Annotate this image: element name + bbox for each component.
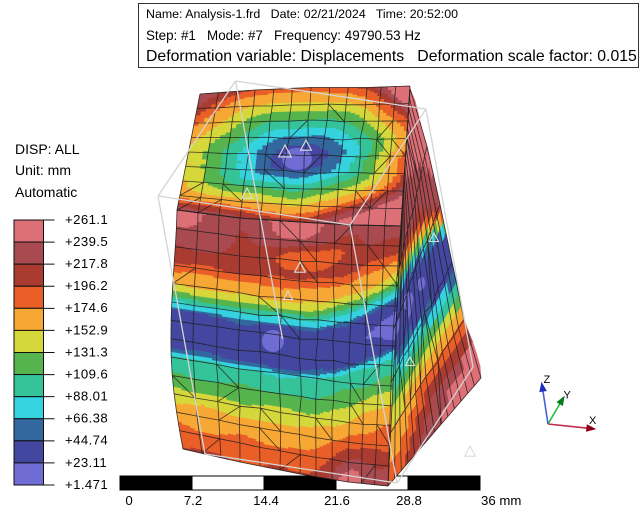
svg-text:+261.1: +261.1 <box>65 212 108 227</box>
svg-text:+152.9: +152.9 <box>65 322 108 337</box>
svg-text:21.6: 21.6 <box>324 493 350 508</box>
svg-text:+239.5: +239.5 <box>65 234 108 249</box>
svg-text:+174.6: +174.6 <box>65 300 108 315</box>
svg-text:36 mm: 36 mm <box>481 493 521 508</box>
svg-text:+196.2: +196.2 <box>65 278 108 293</box>
svg-text:7.2: 7.2 <box>184 493 202 508</box>
svg-text:+23.11: +23.11 <box>65 455 107 470</box>
svg-text:28.8: 28.8 <box>396 493 422 508</box>
svg-text:14.4: 14.4 <box>253 493 279 508</box>
svg-text:+44.74: +44.74 <box>65 433 108 448</box>
svg-text:X: X <box>589 415 597 427</box>
svg-text:Z: Z <box>544 374 551 386</box>
svg-text:0: 0 <box>125 493 132 508</box>
svg-text:Y: Y <box>564 390 572 402</box>
svg-text:+217.8: +217.8 <box>65 256 108 271</box>
svg-text:+66.38: +66.38 <box>65 411 108 426</box>
svg-text:+88.01: +88.01 <box>65 389 108 404</box>
svg-text:+1.471: +1.471 <box>65 477 108 492</box>
svg-text:+109.6: +109.6 <box>65 366 108 381</box>
svg-text:+131.3: +131.3 <box>65 344 108 359</box>
